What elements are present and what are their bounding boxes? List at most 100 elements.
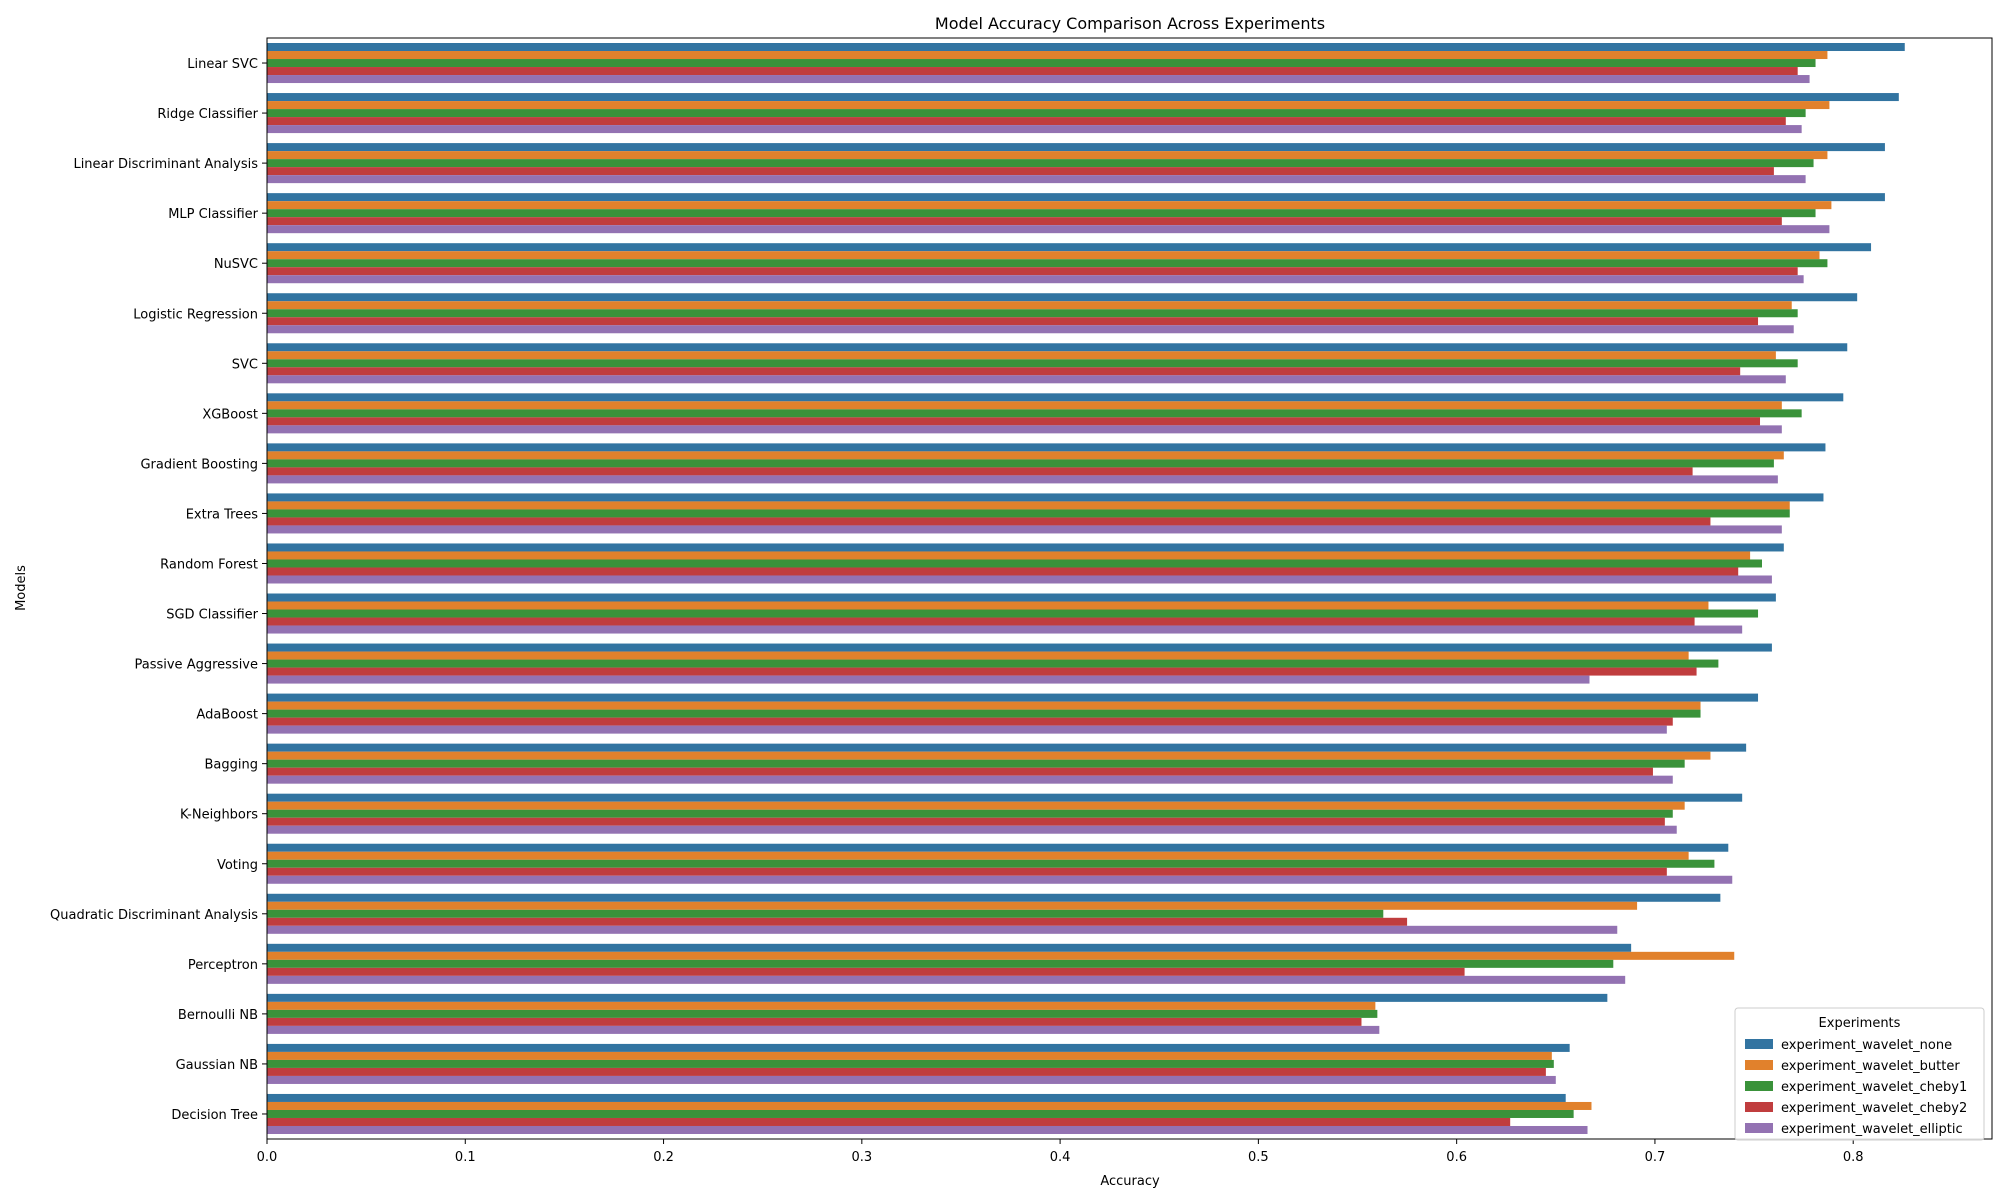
bar xyxy=(267,351,1776,360)
x-axis-ticks: 0.0 0.1 0.2 0.3 0.4 0.5 0.6 0.7 0.8 xyxy=(257,1139,1864,1165)
bar xyxy=(267,1101,1592,1110)
bar xyxy=(267,993,1608,1002)
bar xyxy=(267,809,1673,818)
bar xyxy=(267,1093,1566,1102)
bar xyxy=(267,43,1905,52)
legend-label: experiment_wavelet_butter xyxy=(1781,1059,1960,1074)
y-tick-label: AdaBoost xyxy=(196,708,258,723)
bar xyxy=(267,509,1790,518)
legend-swatch xyxy=(1745,1102,1773,1112)
bar xyxy=(267,709,1701,718)
legend-swatch xyxy=(1745,1060,1773,1070)
bar xyxy=(267,409,1802,418)
bar xyxy=(267,443,1826,452)
bar xyxy=(267,425,1782,434)
y-tick-label: Bernoulli NB xyxy=(178,1008,258,1023)
bar xyxy=(267,751,1711,760)
bar xyxy=(267,701,1701,710)
legend-label: experiment_wavelet_none xyxy=(1781,1038,1952,1053)
bar xyxy=(267,625,1743,634)
bar xyxy=(267,1075,1556,1084)
bar xyxy=(267,651,1689,660)
y-tick-label: Quadratic Discriminant Analysis xyxy=(50,908,258,923)
y-tick-label: K-Neighbors xyxy=(180,808,258,823)
bar xyxy=(267,525,1782,534)
x-axis-label: Accuracy xyxy=(1100,1174,1160,1189)
bar xyxy=(267,609,1759,618)
bar xyxy=(267,225,1830,234)
bar xyxy=(267,251,1820,260)
bar xyxy=(267,725,1667,734)
x-tick-label: 0.0 xyxy=(257,1150,278,1165)
bar xyxy=(267,893,1721,902)
bar xyxy=(267,917,1408,926)
bar xyxy=(267,93,1899,102)
bar xyxy=(267,1117,1511,1126)
bar xyxy=(267,243,1872,252)
bar xyxy=(267,843,1729,852)
legend-label: experiment_wavelet_cheby2 xyxy=(1781,1101,1967,1116)
bar xyxy=(267,259,1828,268)
bar xyxy=(267,1067,1546,1076)
y-tick-label: SGD Classifier xyxy=(166,608,258,623)
legend-label: experiment_wavelet_elliptic xyxy=(1781,1122,1963,1137)
y-tick-label: Random Forest xyxy=(160,557,258,572)
y-tick-label: Bagging xyxy=(205,758,259,773)
bar xyxy=(267,151,1828,160)
bar xyxy=(267,125,1802,134)
bar xyxy=(267,693,1759,702)
bar xyxy=(267,117,1786,126)
plot-frame xyxy=(266,37,1993,1140)
bar xyxy=(267,1051,1552,1060)
x-tick-label: 0.2 xyxy=(653,1150,674,1165)
legend-swatch xyxy=(1745,1039,1773,1049)
bar xyxy=(267,659,1719,668)
y-tick-label: Linear SVC xyxy=(187,57,258,72)
y-tick-label: Logistic Regression xyxy=(133,307,258,322)
legend-label: experiment_wavelet_cheby1 xyxy=(1781,1080,1967,1095)
bar xyxy=(267,475,1778,484)
bar xyxy=(267,717,1673,726)
bar xyxy=(267,517,1711,526)
bar xyxy=(267,567,1739,576)
bar xyxy=(267,617,1695,626)
bar xyxy=(267,825,1677,834)
bar xyxy=(267,367,1741,376)
bar xyxy=(267,159,1814,168)
y-tick-label: Gradient Boosting xyxy=(140,457,258,472)
y-tick-label: Perceptron xyxy=(188,958,258,973)
bar xyxy=(267,759,1685,768)
bar xyxy=(267,51,1828,60)
y-tick-label: Passive Aggressive xyxy=(134,658,258,673)
bar xyxy=(267,325,1794,334)
bar xyxy=(267,193,1885,202)
x-tick-label: 0.1 xyxy=(455,1150,476,1165)
bar xyxy=(267,67,1798,76)
bar xyxy=(267,343,1848,352)
y-axis-label: Models xyxy=(14,565,29,611)
bar xyxy=(267,743,1747,752)
bar xyxy=(267,867,1667,876)
bar xyxy=(267,601,1709,610)
y-tick-label: MLP Classifier xyxy=(168,207,258,222)
bar xyxy=(267,793,1743,802)
bar xyxy=(267,667,1697,676)
bar xyxy=(267,675,1590,684)
bar xyxy=(267,451,1784,460)
bar xyxy=(267,1017,1362,1026)
bar xyxy=(267,1001,1376,1010)
bar xyxy=(267,209,1816,218)
bar xyxy=(267,309,1798,318)
y-tick-label: Gaussian NB xyxy=(176,1058,258,1073)
bar xyxy=(267,459,1774,468)
y-tick-label: SVC xyxy=(232,357,258,372)
legend-swatch xyxy=(1745,1123,1773,1133)
bar xyxy=(267,551,1751,560)
bar xyxy=(267,575,1772,584)
bar xyxy=(267,875,1733,884)
x-tick-label: 0.6 xyxy=(1446,1150,1467,1165)
bar xyxy=(267,1125,1588,1134)
bar xyxy=(267,293,1858,302)
y-tick-label: NuSVC xyxy=(214,257,258,272)
bar xyxy=(267,959,1614,968)
